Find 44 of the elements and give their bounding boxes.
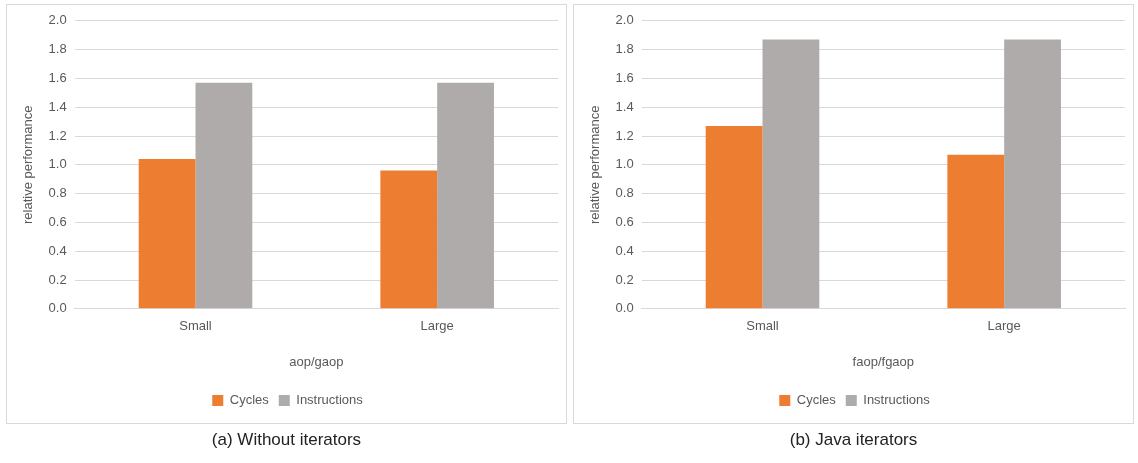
y-tick-label: 1.0 <box>615 156 634 172</box>
x-tick-label: Small <box>746 318 779 334</box>
legend-label: Instructions <box>863 392 931 408</box>
y-tick-label: 0.2 <box>48 271 67 287</box>
y-tick-label: 0.4 <box>48 242 67 258</box>
y-axis-title: relative performance <box>20 105 36 225</box>
bar <box>705 125 763 309</box>
legend-label: Cycles <box>229 392 270 408</box>
y-tick-label: 1.6 <box>48 69 67 85</box>
y-tick-label: 1.8 <box>48 41 67 57</box>
x-tick-label: Large <box>987 318 1021 334</box>
y-tick-label: 0.8 <box>48 185 67 201</box>
y-tick-label: 1.4 <box>615 98 634 114</box>
x-tick-label: Small <box>179 318 212 334</box>
x-axis-title: aop/gaop <box>289 353 344 369</box>
bar <box>195 82 253 309</box>
y-tick-label: 2.0 <box>48 12 67 28</box>
y-tick-label: 0.6 <box>48 213 67 229</box>
legend-label: Instructions <box>296 392 364 408</box>
bar <box>437 82 494 309</box>
y-tick-label: 0.2 <box>615 271 634 287</box>
bar <box>947 154 1005 309</box>
text: (a) Without iterators <box>210 430 363 450</box>
y-tick-label: 1.2 <box>48 127 67 143</box>
bar <box>762 39 820 309</box>
y-tick-label: 1.2 <box>615 127 634 143</box>
y-tick-label: 0.4 <box>615 242 634 258</box>
text: (b) Java iterators <box>788 430 919 450</box>
y-tick-label: 0.6 <box>615 213 634 229</box>
y-tick-label: 1.6 <box>615 69 634 85</box>
y-tick-label: 0.0 <box>615 300 634 316</box>
y-axis-title: relative performance <box>587 105 603 225</box>
y-tick-label: 1.0 <box>48 156 67 172</box>
bar <box>138 159 196 309</box>
y-tick-label: 2.0 <box>615 12 634 28</box>
x-axis-title: faop/fgaop <box>852 353 915 369</box>
y-tick-label: 1.8 <box>615 41 634 57</box>
y-tick-label: 0.0 <box>48 300 67 316</box>
bar <box>1004 39 1061 309</box>
bar <box>380 170 438 309</box>
x-tick-label: Large <box>420 318 454 334</box>
y-tick-label: 0.8 <box>615 185 634 201</box>
legend-label: Cycles <box>796 392 837 408</box>
y-tick-label: 1.4 <box>48 98 67 114</box>
